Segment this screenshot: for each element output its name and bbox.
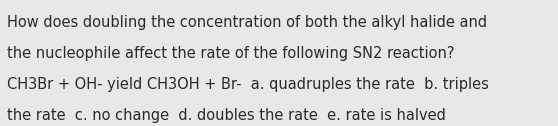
Text: the nucleophile affect the rate of the following SN2 reaction?: the nucleophile affect the rate of the f…	[7, 46, 454, 61]
Text: How does doubling the concentration of both the alkyl halide and: How does doubling the concentration of b…	[7, 15, 487, 30]
Text: CH3Br + OH- yield CH3OH + Br-  a. quadruples the rate  b. triples: CH3Br + OH- yield CH3OH + Br- a. quadrup…	[7, 77, 489, 92]
Text: the rate  c. no change  d. doubles the rate  e. rate is halved: the rate c. no change d. doubles the rat…	[7, 108, 446, 123]
